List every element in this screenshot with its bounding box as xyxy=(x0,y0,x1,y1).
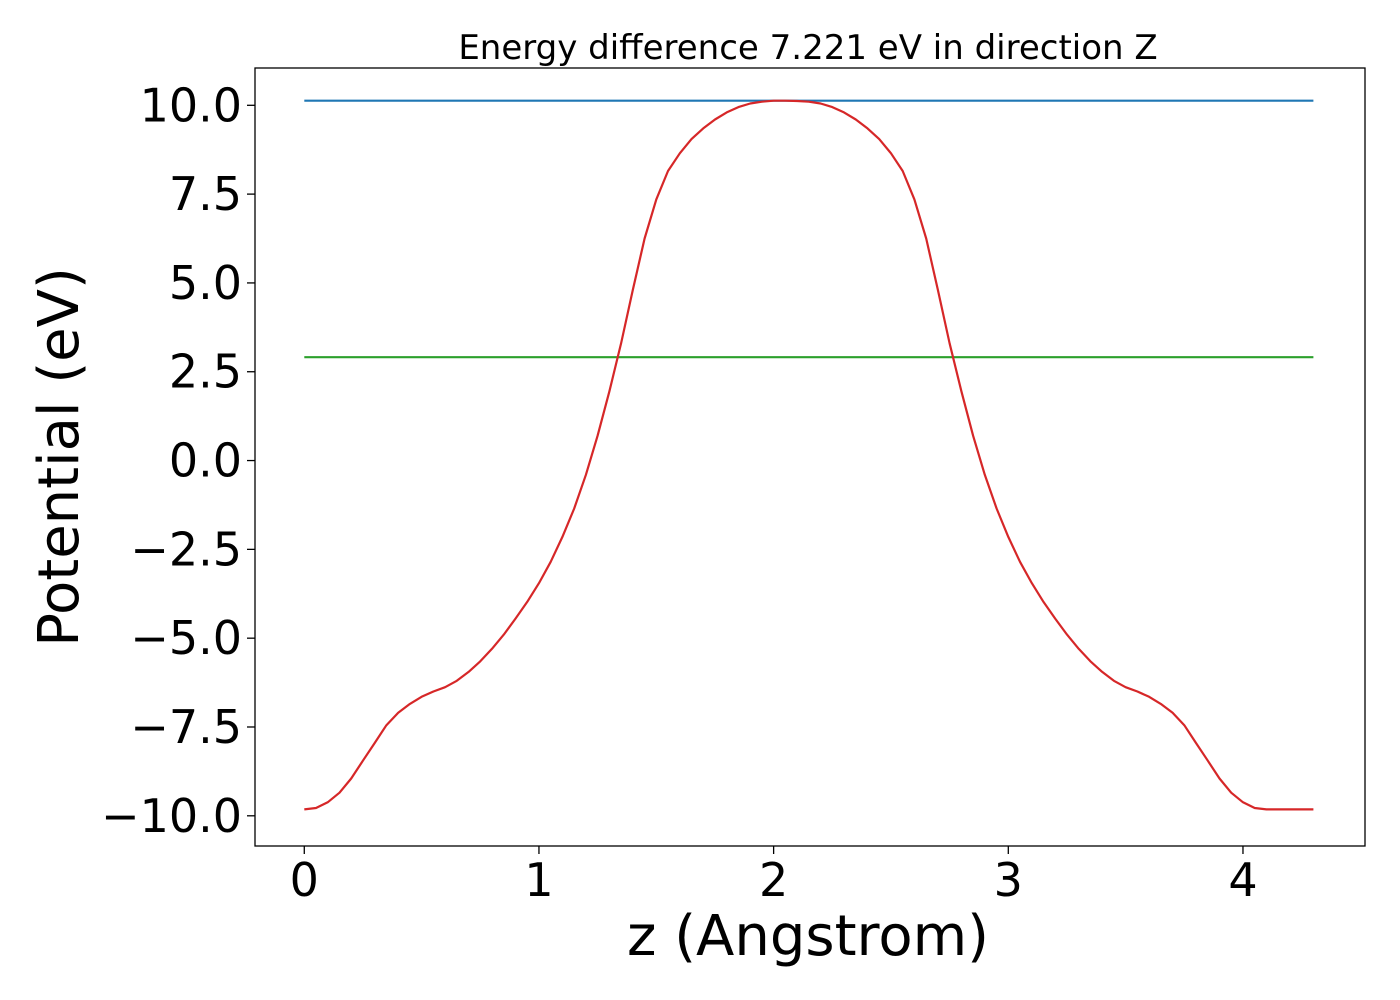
y-axis: 10.0 7.5 5.0 2.5 0.0 −2.5 −5.0 −7.5 −10.0 xyxy=(101,78,255,843)
axes-frame xyxy=(254,67,1366,847)
y-tick-label: 7.5 xyxy=(169,167,242,221)
y-tick-label: −2.5 xyxy=(130,522,242,576)
x-tick-label: 4 xyxy=(1228,853,1257,907)
chart-title: Energy difference 7.221 eV in direction … xyxy=(458,28,1157,68)
x-axis-label: z (Angstrom) xyxy=(627,904,989,969)
y-tick-label: 0.0 xyxy=(169,434,242,488)
series-line-3 xyxy=(304,99,1314,811)
x-axis: 0 1 2 3 4 xyxy=(290,846,1258,907)
y-axis-label: Potential (eV) xyxy=(27,267,92,647)
x-tick-label: 0 xyxy=(290,853,319,907)
x-tick-label: 1 xyxy=(524,853,553,907)
plot-area xyxy=(304,99,1314,811)
y-tick-label: 5.0 xyxy=(169,256,242,310)
y-tick-label: 2.5 xyxy=(169,345,242,399)
y-tick-label: −5.0 xyxy=(130,611,242,665)
x-tick-label: 2 xyxy=(759,853,788,907)
y-tick-label: −10.0 xyxy=(101,789,242,843)
x-tick-label: 3 xyxy=(994,853,1023,907)
y-tick-label: 10.0 xyxy=(140,78,242,132)
y-tick-label: −7.5 xyxy=(130,700,242,754)
